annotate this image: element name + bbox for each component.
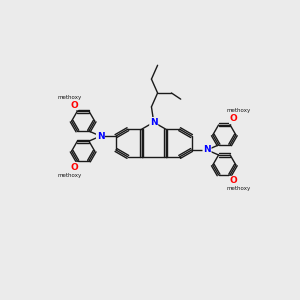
Text: O: O: [230, 176, 238, 185]
Text: methoxy: methoxy: [57, 172, 81, 178]
Text: O: O: [230, 114, 238, 123]
Text: N: N: [150, 118, 158, 127]
Text: O: O: [70, 163, 78, 172]
Text: N: N: [203, 146, 211, 154]
Text: N: N: [97, 132, 104, 141]
Text: O: O: [70, 100, 78, 109]
Text: methoxy: methoxy: [57, 94, 81, 100]
Text: methoxy: methoxy: [226, 108, 250, 113]
Text: methoxy: methoxy: [226, 187, 250, 191]
